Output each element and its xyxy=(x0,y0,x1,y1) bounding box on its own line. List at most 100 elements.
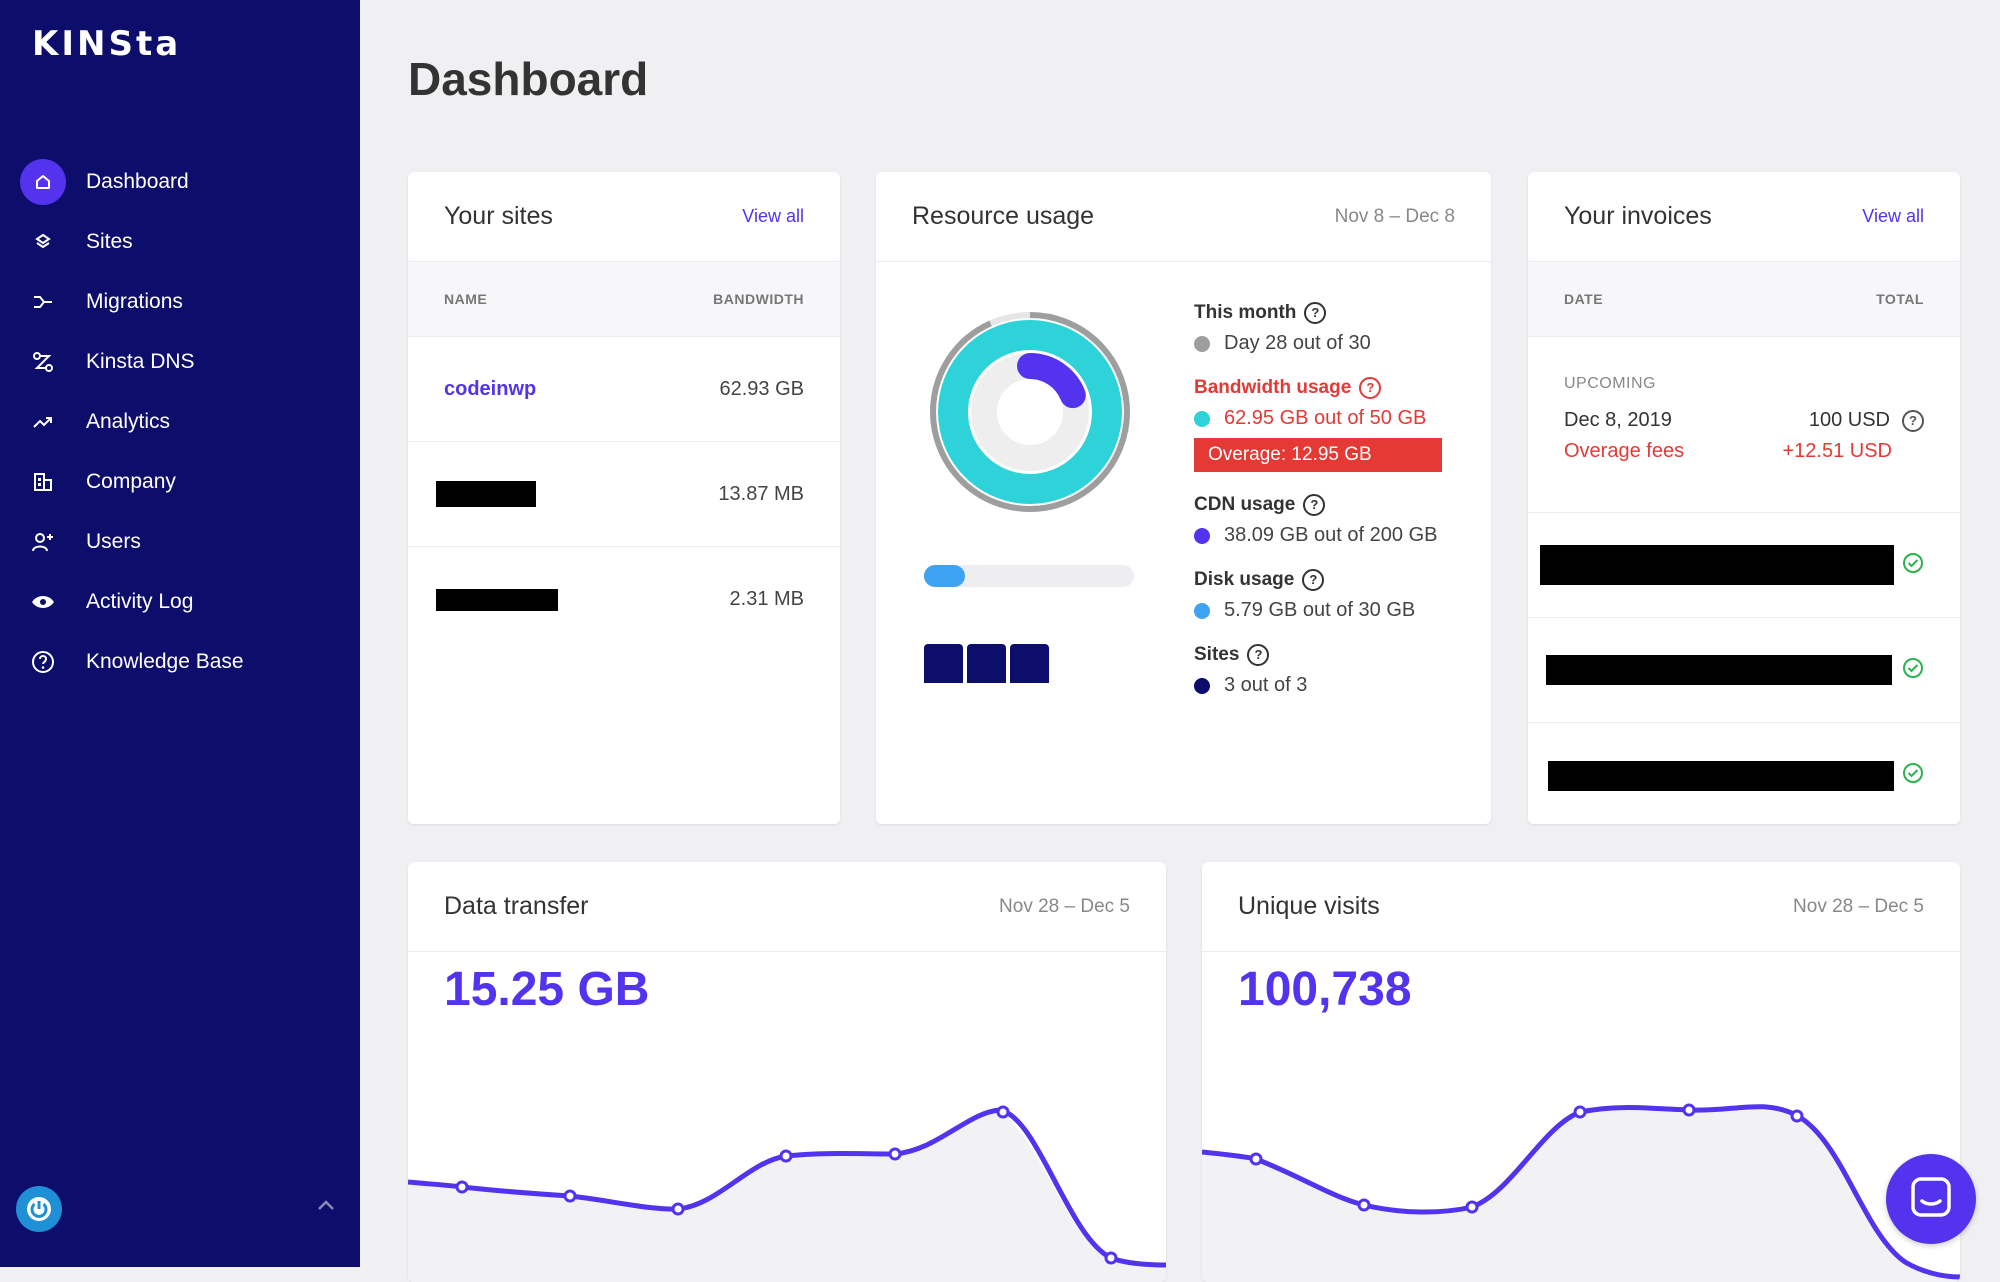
sidebar-item-sites[interactable]: Sites xyxy=(20,212,340,272)
legend-dot xyxy=(1194,410,1210,427)
month-progress-ring xyxy=(930,312,1130,512)
invoice-row[interactable] xyxy=(1528,723,1960,824)
sites-item: Sites? 3 out of 3 xyxy=(1194,644,1442,697)
column-header-name: NAME xyxy=(444,291,488,307)
bandwidth-value: 62.95 GB out of 50 GB xyxy=(1224,407,1427,429)
legend-dot xyxy=(1194,335,1210,352)
kinsta-logo[interactable]: KINSta xyxy=(32,24,182,64)
sidebar-item-users[interactable]: Users xyxy=(20,512,340,572)
help-icon[interactable]: ? xyxy=(1902,409,1924,432)
chart-point xyxy=(996,1105,1010,1119)
unique-visits-card: Unique visits Nov 28 – Dec 5 100,738 xyxy=(1202,862,1960,1282)
help-icon[interactable]: ? xyxy=(1359,377,1382,399)
home-icon xyxy=(20,159,66,205)
resource-card-title: Resource usage xyxy=(912,202,1095,230)
help-icon[interactable]: ? xyxy=(1247,644,1270,666)
resource-date-range: Nov 8 – Dec 8 xyxy=(1334,205,1455,227)
disk-progress-bar xyxy=(924,565,1134,587)
transfer-card-title: Data transfer xyxy=(444,892,589,920)
chart-point xyxy=(563,1189,577,1203)
upcoming-date: Dec 8, 2019 xyxy=(1564,409,1672,431)
sidebar-item-dashboard[interactable]: Dashboard xyxy=(20,152,340,212)
bandwidth-progress-ring xyxy=(938,320,1122,504)
resource-card-header: Resource usage Nov 8 – Dec 8 xyxy=(876,172,1491,262)
resource-usage-card: Resource usage Nov 8 – Dec 8 This month?… xyxy=(876,172,1491,824)
sites-value: 3 out of 3 xyxy=(1224,674,1308,696)
visits-total: 100,738 xyxy=(1238,963,1412,1016)
site-bandwidth: 13.87 MB xyxy=(718,482,804,505)
power-icon[interactable] xyxy=(16,1186,62,1232)
chevron-up-icon[interactable] xyxy=(316,1198,336,1216)
upcoming-label: UPCOMING xyxy=(1564,375,1656,392)
invoice-row[interactable] xyxy=(1528,513,1960,618)
site-bandwidth: 2.31 MB xyxy=(729,588,804,610)
upcoming-total: 100 USD xyxy=(1808,409,1890,431)
this-month-item: This month? Day 28 out of 30 xyxy=(1194,302,1442,355)
redacted-site-name xyxy=(436,481,536,507)
table-row[interactable]: 2.31 MB xyxy=(408,547,840,652)
chart-point xyxy=(1249,1152,1263,1166)
visits-card-header: Unique visits Nov 28 – Dec 5 xyxy=(1202,862,1960,952)
chart-area xyxy=(1202,1106,1960,1282)
site-block xyxy=(924,644,963,683)
invoices-table-header: DATE TOTAL xyxy=(1528,262,1960,337)
redacted-invoice xyxy=(1540,545,1894,585)
disk-value: 5.79 GB out of 30 GB xyxy=(1224,599,1416,621)
sidebar: KINSta Dashboard Sites Migrations Kinsta… xyxy=(0,0,360,1267)
sidebar-item-migrations[interactable]: Migrations xyxy=(20,272,340,332)
page-title: Dashboard xyxy=(408,53,649,105)
visits-line-chart xyxy=(1202,1103,1960,1282)
help-icon[interactable]: ? xyxy=(1304,302,1327,324)
cdn-label: CDN usage xyxy=(1194,494,1296,515)
transfer-card-header: Data transfer Nov 28 – Dec 5 xyxy=(408,862,1166,952)
add-user-icon xyxy=(20,519,66,565)
sites-card-title: Your sites xyxy=(444,202,553,230)
sidebar-item-label: Users xyxy=(86,530,141,553)
sidebar-item-company[interactable]: Company xyxy=(20,452,340,512)
table-row[interactable]: codeinwp 62.93 GB xyxy=(408,337,840,442)
sites-usage-blocks xyxy=(924,644,1049,683)
sidebar-item-label: Knowledge Base xyxy=(86,650,244,673)
help-icon[interactable]: ? xyxy=(1302,569,1325,591)
chart-point xyxy=(888,1147,902,1161)
sidebar-item-activity-log[interactable]: Activity Log xyxy=(20,572,340,632)
sidebar-item-analytics[interactable]: Analytics xyxy=(20,392,340,452)
sites-table-header: NAME BANDWIDTH xyxy=(408,262,840,337)
invoices-view-all-link[interactable]: View all xyxy=(1862,206,1924,226)
chart-point xyxy=(1682,1103,1696,1117)
sites-card-header: Your sites View all xyxy=(408,172,840,262)
overage-badge: Overage: 12.95 GB xyxy=(1194,438,1442,472)
legend-dot xyxy=(1194,602,1210,619)
chart-point xyxy=(671,1202,685,1216)
disk-progress-fill xyxy=(924,565,965,587)
column-header-bandwidth: BANDWIDTH xyxy=(713,291,804,307)
sidebar-item-kinsta-dns[interactable]: Kinsta DNS xyxy=(20,332,340,392)
site-name-link[interactable]: codeinwp xyxy=(444,377,537,400)
sites-view-all-link[interactable]: View all xyxy=(742,206,804,226)
overage-fees-value: +12.51 USD xyxy=(1782,440,1892,462)
cdn-value: 38.09 GB out of 200 GB xyxy=(1224,524,1438,546)
invoice-row[interactable] xyxy=(1528,618,1960,723)
check-circle-icon xyxy=(1902,657,1924,684)
transfer-date-range: Nov 28 – Dec 5 xyxy=(999,895,1130,917)
help-icon[interactable]: ? xyxy=(1303,494,1326,516)
redacted-invoice xyxy=(1546,655,1892,685)
chart-point xyxy=(1465,1200,1479,1214)
check-circle-icon xyxy=(1902,762,1924,789)
sidebar-item-knowledge-base[interactable]: Knowledge Base xyxy=(20,632,340,692)
chart-line xyxy=(408,1107,1166,1268)
dns-icon xyxy=(20,339,66,385)
trend-icon xyxy=(20,399,66,445)
sites-card: Your sites View all NAME BANDWIDTH codei… xyxy=(408,172,840,824)
invoices-card: Your invoices View all DATE TOTAL UPCOMI… xyxy=(1528,172,1960,824)
overage-fees-label: Overage fees xyxy=(1564,440,1685,462)
bandwidth-label: Bandwidth usage xyxy=(1194,377,1352,398)
table-row[interactable]: 13.87 MB xyxy=(408,442,840,547)
chart-point xyxy=(455,1180,469,1194)
sidebar-item-label: Migrations xyxy=(86,290,183,313)
disk-label: Disk usage xyxy=(1194,569,1295,590)
site-bandwidth: 62.93 GB xyxy=(719,377,804,400)
chart-area xyxy=(408,1109,1166,1282)
chat-button[interactable] xyxy=(1886,1154,1976,1244)
cdn-progress-ring xyxy=(971,353,1089,471)
